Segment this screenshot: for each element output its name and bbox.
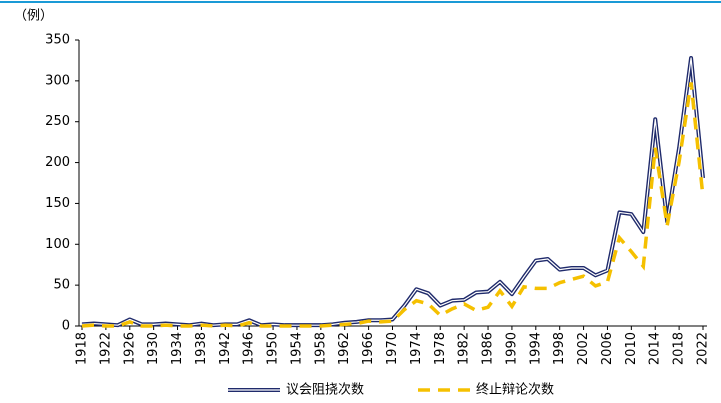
x-tick-label: 2010 [624,332,639,365]
x-tick-label: 1946 [242,332,257,365]
x-tick-label: 1998 [552,332,567,365]
y-tick-label: 0 [62,319,70,334]
x-tick-label: 2014 [648,332,663,365]
x-tick-label: 1926 [122,332,137,365]
x-tick-label: 1974 [409,332,424,365]
legend-label: 终止辩论次数 [476,382,554,398]
series-line [81,55,705,328]
y-tick-label: 350 [45,33,70,48]
y-tick-label: 300 [45,73,70,88]
x-tick-label: 1918 [75,332,90,365]
x-tick-label: 1954 [289,332,304,365]
legend-label: 议会阻挠次数 [286,382,364,398]
series-line-inner [81,57,704,326]
x-tick-label: 1970 [385,332,400,365]
x-tick-label: 1934 [170,332,185,365]
x-tick-label: 1962 [337,332,352,365]
x-tick-label: 1938 [194,332,209,365]
x-tick-label: 2006 [600,332,615,365]
x-tick-label: 1922 [98,332,113,365]
x-tick-label: 1950 [266,332,281,365]
x-tick-label: 2022 [696,332,711,365]
x-tick-label: 1986 [481,332,496,365]
x-tick-label: 1930 [146,332,161,365]
x-tick-label: 1958 [313,332,328,365]
y-tick-label: 150 [45,196,70,211]
x-tick-label: 1942 [218,332,233,365]
series-line [81,82,705,328]
x-tick-label: 1978 [433,332,448,365]
y-tick-label: 200 [45,155,70,170]
x-tick-label: 1966 [361,332,376,365]
y-axis-label: （例） [14,9,53,24]
x-tick-label: 1982 [457,332,472,365]
y-tick-label: 50 [53,278,70,293]
x-tick-label: 2002 [576,332,591,365]
x-tick-label: 2018 [672,332,687,365]
x-tick-label: 1990 [504,332,519,365]
y-tick-label: 100 [45,237,70,252]
y-tick-label: 250 [45,114,70,129]
x-tick-label: 1994 [528,332,543,365]
